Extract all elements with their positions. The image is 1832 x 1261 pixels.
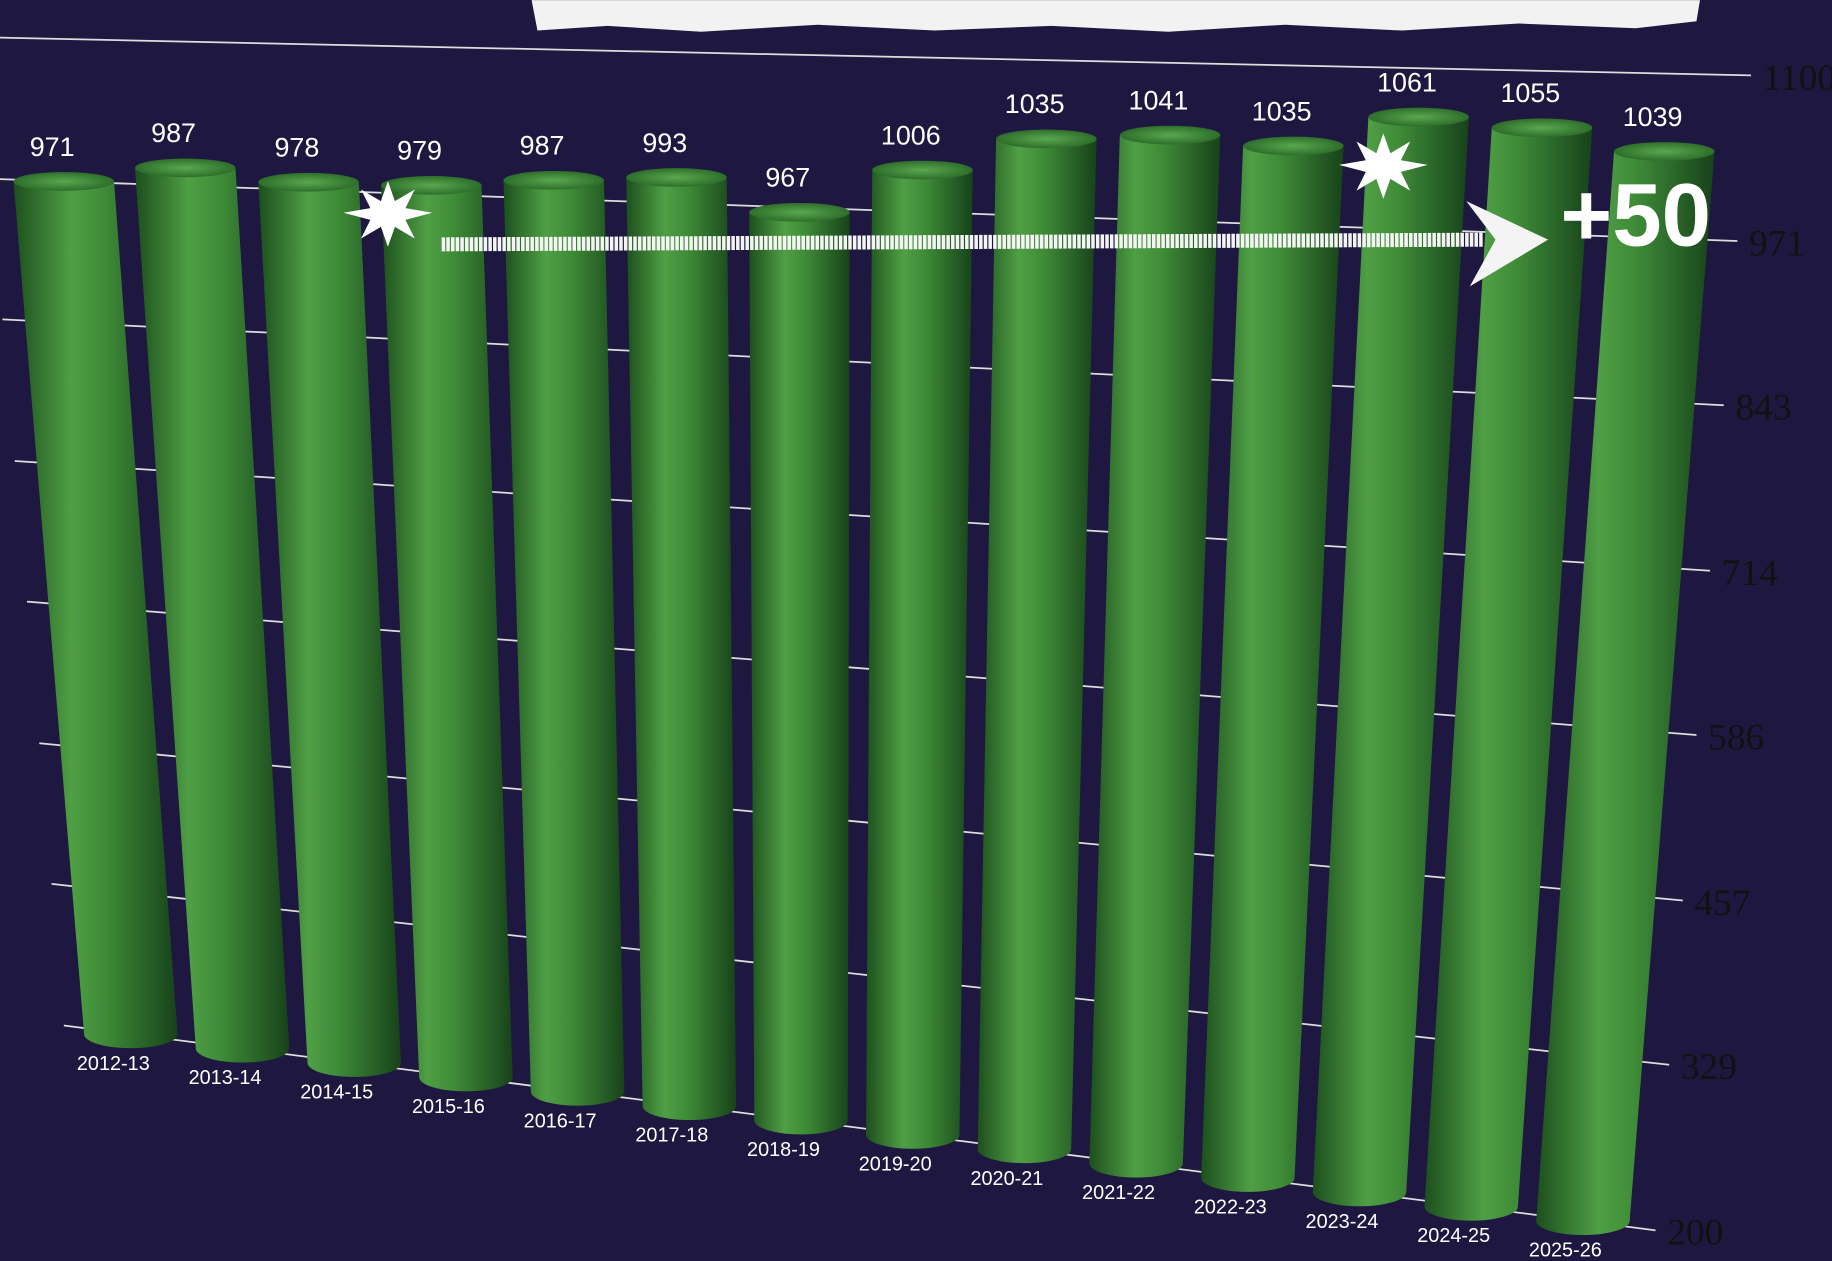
- data-label: 1035: [1005, 89, 1065, 119]
- bar-cap: [626, 168, 727, 187]
- x-tick-label: 2016-17: [524, 1110, 597, 1132]
- x-tick-label: 2018-19: [747, 1139, 820, 1161]
- x-tick-label: 2013-14: [189, 1067, 262, 1089]
- data-label: 987: [520, 131, 565, 161]
- bars: 971 2012-13 987 2013-14 978 2014-15 979 2015-16…: [13, 67, 1715, 1261]
- x-tick-label: 2025-26: [1529, 1240, 1602, 1261]
- x-tick-label: 2017-18: [635, 1125, 708, 1147]
- data-label: 967: [765, 163, 810, 193]
- bar-cap: [258, 172, 359, 192]
- data-label: 1039: [1623, 102, 1683, 132]
- grid-line: [0, 36, 1752, 77]
- bar: [1089, 135, 1221, 1178]
- data-label: 979: [397, 136, 442, 166]
- y-tick-label: 200: [1667, 1213, 1723, 1254]
- x-tick-label: 2024-25: [1417, 1225, 1490, 1247]
- x-tick-label: 2020-21: [970, 1168, 1043, 1190]
- star: [1338, 133, 1428, 199]
- data-label: 987: [151, 118, 196, 148]
- bar-group: 987 2016-17: [503, 131, 625, 1132]
- bar: [865, 170, 973, 1149]
- bar: [749, 212, 850, 1135]
- annotation: +50: [1560, 166, 1711, 265]
- bar-group: 971 2012-13: [13, 132, 178, 1075]
- y-tick-label: 329: [1681, 1047, 1737, 1088]
- bar: [1201, 145, 1344, 1192]
- bar: [977, 138, 1097, 1164]
- bar: [381, 185, 513, 1092]
- y-tick-label: 971: [1749, 223, 1805, 264]
- arrow-line: [441, 232, 1484, 252]
- x-tick-label: 2012-13: [77, 1053, 150, 1075]
- data-label: 1041: [1129, 85, 1189, 115]
- bar-cap: [1491, 118, 1593, 138]
- data-label: 1061: [1377, 67, 1437, 97]
- bar: [1424, 127, 1593, 1221]
- bar-group: 1061 2023-24: [1306, 67, 1469, 1233]
- bar-cap: [1614, 142, 1715, 161]
- bar: [258, 182, 401, 1077]
- bar-group: 993 2017-18: [626, 128, 737, 1147]
- bar-cap: [381, 175, 482, 195]
- bar-cap: [872, 160, 973, 180]
- bar-cap: [1119, 125, 1221, 145]
- y-tick-label: 714: [1722, 553, 1778, 594]
- decoration: [343, 133, 1549, 287]
- bar-group: 1006 2019-20: [859, 120, 973, 1175]
- x-tick-label: 2023-24: [1306, 1211, 1379, 1233]
- bar: [503, 180, 625, 1106]
- bar-group: 1039 2025-26: [1529, 102, 1715, 1261]
- bar-group: 1035 2020-21: [970, 89, 1097, 1190]
- bar-group: 1041 2021-22: [1082, 85, 1221, 1204]
- star: [343, 181, 433, 247]
- bar-group: 978 2014-15: [258, 133, 401, 1104]
- bar-group: 1055 2024-25: [1417, 78, 1593, 1247]
- data-label: 1055: [1500, 78, 1560, 108]
- torn-paper: [531, 0, 1700, 32]
- bar-group: 1035 2022-23: [1194, 96, 1344, 1219]
- y-tick-label: 1100: [1763, 58, 1832, 99]
- data-label: 978: [274, 133, 319, 163]
- y-tick-label: 457: [1694, 883, 1750, 924]
- bar-group: 979 2015-16: [381, 136, 513, 1118]
- data-label: 971: [30, 132, 75, 162]
- x-tick-label: 2015-16: [412, 1096, 485, 1118]
- bar: [1536, 151, 1715, 1236]
- bar-cap: [996, 129, 1097, 149]
- y-tick-label: 586: [1708, 717, 1764, 758]
- arrow-head: [1466, 201, 1549, 287]
- bar: [626, 177, 737, 1121]
- bar-cap: [13, 172, 115, 191]
- bar: [134, 167, 290, 1063]
- bar-group: 967 2018-19: [747, 163, 850, 1161]
- bar: [13, 181, 178, 1049]
- data-label: 1035: [1252, 96, 1312, 126]
- y-tick-label: 843: [1735, 388, 1791, 429]
- data-label: 1006: [881, 120, 941, 150]
- x-tick-label: 2014-15: [300, 1082, 373, 1104]
- x-tick-label: 2019-20: [859, 1153, 932, 1175]
- bar-cap: [503, 170, 604, 190]
- bar-group: 987 2013-14: [134, 118, 290, 1089]
- data-label: 993: [642, 128, 687, 158]
- bar-cap: [1368, 107, 1469, 127]
- bar: [1312, 116, 1469, 1207]
- x-tick-label: 2021-22: [1082, 1182, 1155, 1204]
- x-tick-label: 2022-23: [1194, 1197, 1267, 1219]
- bar-cap: [1243, 136, 1344, 156]
- bar-cap: [749, 202, 850, 222]
- bar-cap: [134, 158, 236, 178]
